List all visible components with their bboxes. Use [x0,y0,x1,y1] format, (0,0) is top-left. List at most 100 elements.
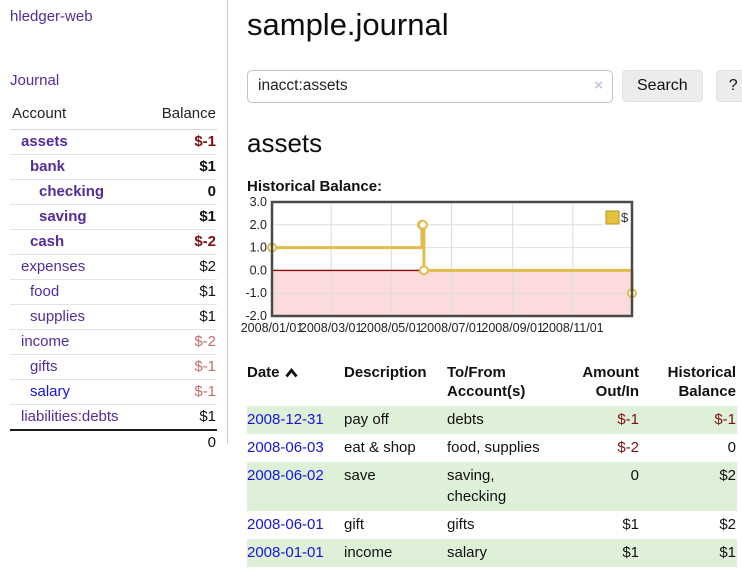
y-axis-tick-label: 3.0 [250,195,267,209]
transaction-accounts: gifts [447,515,475,533]
register-table-body: 2008-12-31 pay off debts $-1 $-1 2008-06-03 ea… [247,405,737,567]
clear-search-icon[interactable]: × [594,76,603,94]
account-row: assets $-1 [10,129,217,155]
account-balance: $1 [145,279,217,305]
help-button[interactable]: ? [715,70,742,103]
transaction-accounts: salary [447,543,488,561]
account-balance: $-1 [145,354,217,380]
account-balance: $1 [145,404,217,431]
transaction-date-link[interactable]: 2008-06-03 [247,438,324,456]
account-row: supplies $1 [10,304,217,330]
transaction-amount: $1 [622,515,639,533]
account-balance: $-2 [145,229,217,255]
account-row: cash $-2 [10,229,217,255]
search-button[interactable]: Search [622,70,703,103]
x-axis-tick-label: 2008/07/01 [420,321,483,335]
account-balance: $2 [145,254,217,280]
transaction-row: 2008-06-02 save saving, checking 0 $2 [247,461,737,511]
register-table: Date Description To/From Account(s) Amou… [247,363,737,567]
x-axis-tick-label: 2008/11/01 [542,321,604,335]
transaction-amount: $1 [622,543,639,561]
search-box: × [247,69,613,103]
app-title-link[interactable]: hledger-web [10,8,93,25]
transaction-date-link[interactable]: 2008-06-01 [247,515,324,533]
transaction-description: save [344,466,376,484]
historical-balance-chart[interactable]: $3.0 2.0 1.0 0.0 -1.0 -2.0 2008/01/01 2008/03/0… [241,195,707,343]
transaction-description: pay off [344,410,389,428]
transaction-balance: $-1 [714,410,736,428]
y-axis-tick-label: -2.0 [245,309,267,323]
data-point-marker[interactable] [417,219,428,230]
transaction-balance: $2 [719,466,736,484]
register-header-balance: Historical Balance [667,363,736,400]
account-link[interactable]: liabilities:debts [21,408,119,425]
x-axis-tick-label: 2008/05/01 [360,321,423,335]
account-row: salary $-1 [10,379,217,405]
data-point-marker[interactable] [418,265,429,276]
register-header-accounts: To/From Account(s) [447,363,526,400]
transaction-accounts: debts [447,410,484,428]
accounts-total-balance: 0 [145,429,217,455]
account-link[interactable]: checking [39,183,105,200]
transaction-amount: $-1 [617,410,639,428]
transaction-date-link[interactable]: 2008-06-02 [247,466,324,484]
transaction-balance: $2 [719,515,736,533]
account-row: bank $1 [10,154,217,180]
chart-label: Historical Balance: [247,177,383,195]
y-axis-tick-label: 1.0 [250,240,267,254]
x-axis-tick-label: 2008/09/01 [481,321,544,335]
main-content: sample.journal × Search ? assets Histori… [228,0,742,567]
account-balance: $1 [145,304,217,330]
account-balance: $-1 [145,129,217,155]
accounts-header-balance: Balance [145,103,217,130]
register-header-date[interactable]: Date [247,363,344,406]
transaction-date-link[interactable]: 2008-01-01 [247,543,324,561]
account-row: liabilities:debts $1 [10,404,217,431]
account-link[interactable]: assets [21,133,68,150]
page-title: sample.journal [247,7,449,42]
transaction-date-link[interactable]: 2008-12-31 [247,410,324,428]
transaction-accounts: saving, checking [447,466,507,505]
account-balance: $-1 [145,379,217,405]
y-axis-tick-label: 0.0 [250,263,267,277]
search-input[interactable] [247,69,613,103]
account-balance: $1 [145,154,217,180]
account-link[interactable]: food [30,283,60,300]
account-balance: 0 [145,179,217,205]
account-link[interactable]: supplies [30,308,86,325]
account-link[interactable]: expenses [21,258,86,275]
account-heading: assets [247,127,323,158]
transaction-row: 2008-01-01 income salary $1 $1 [247,538,737,567]
sidebar-item-journal[interactable]: Journal [10,72,60,89]
register-header-amount: Amount Out/In [582,363,639,400]
chart-canvas[interactable]: $3.0 2.0 1.0 0.0 -1.0 -2.02008/01/012008/03/0… [241,195,707,343]
sidebar: hledger-web Journal Account Balance asse… [0,0,228,455]
transaction-description: eat & shop [344,438,416,456]
account-link[interactable]: gifts [30,358,58,375]
transaction-balance: $1 [719,543,736,561]
account-link[interactable]: cash [30,233,65,250]
account-link[interactable]: saving [39,208,87,225]
search-form: × Search ? [247,69,742,103]
accounts-table-body: assets $-1 bank $1 checking 0 saving $1 cash $-2 e… [10,129,217,431]
transaction-accounts: food, supplies [447,438,540,456]
account-row: income $-2 [10,329,217,355]
transaction-row: 2008-12-31 pay off debts $-1 $-1 [247,405,737,434]
accounts-total-row: 0 [10,429,217,455]
account-link[interactable]: income [21,333,70,350]
account-link[interactable]: bank [30,158,66,175]
transaction-amount: $-2 [617,438,639,456]
account-row: expenses $2 [10,254,217,280]
account-row: gifts $-1 [10,354,217,380]
sort-ascending-icon [284,367,298,378]
account-row: checking 0 [10,179,217,205]
account-balance: $-2 [145,329,217,355]
accounts-header-account: Account [10,103,146,130]
account-link[interactable]: salary [30,383,71,400]
y-axis-tick-label: -1.0 [245,286,267,300]
page: hledger-web Journal Account Balance asse… [0,0,742,567]
register-header-description: Description [344,363,427,381]
account-balance: $1 [145,204,217,230]
transaction-balance: 0 [727,438,736,456]
x-axis-tick-label: 2008/01/01 [241,321,304,335]
